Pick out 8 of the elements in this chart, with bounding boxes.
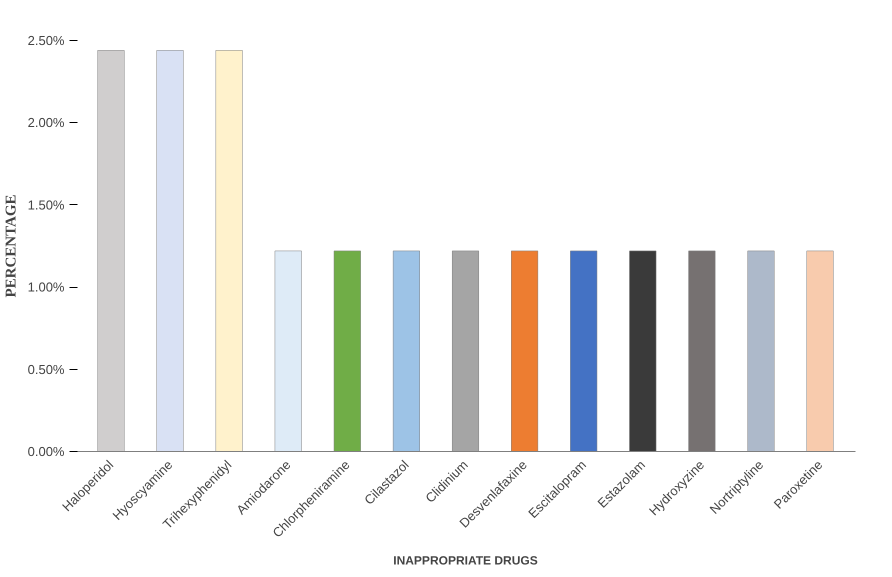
y-tick-label: 2.00% [28,115,65,130]
y-axis-title: PERCENTAGE [4,194,20,298]
x-axis-title: INAPPROPRIATE DRUGS [393,554,538,568]
y-tick-label: 0.00% [28,444,65,459]
y-tick-label: 1.00% [28,280,65,295]
y-tick-label: 2.50% [28,33,65,48]
y-tick-label: 0.50% [28,362,65,377]
y-tick-label: 1.50% [28,197,65,212]
